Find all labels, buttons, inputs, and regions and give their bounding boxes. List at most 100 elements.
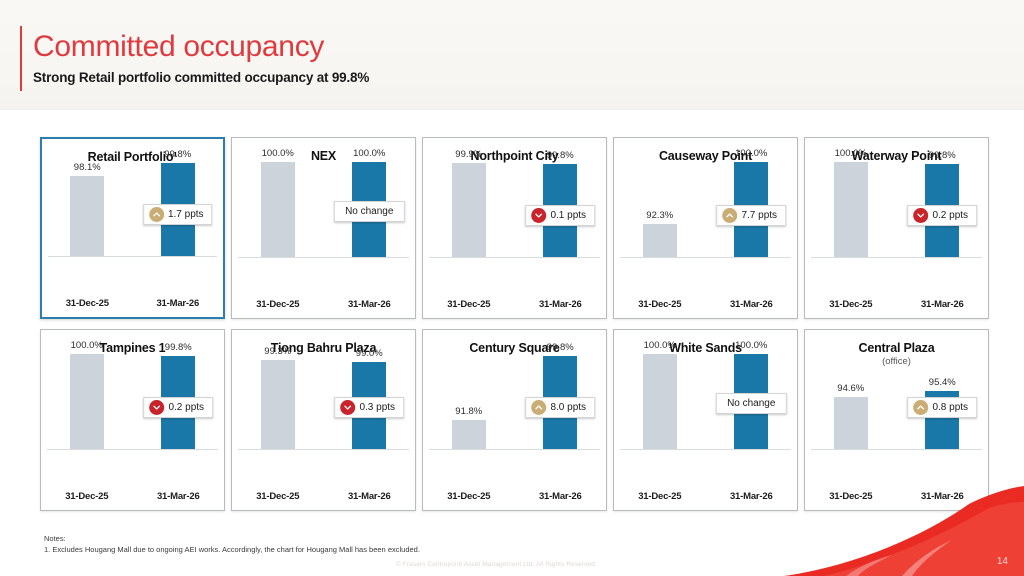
card-title: Tampines 1 bbox=[99, 341, 166, 355]
occupancy-card[interactable]: White Sands 100.0% 100.0% No change 31-Dec-2… bbox=[613, 329, 798, 511]
current-value-label: 99.0% bbox=[355, 348, 383, 359]
x-tick-prior: 31-Dec-25 bbox=[829, 491, 873, 502]
axis-baseline bbox=[811, 257, 982, 258]
prior-value-label: 99.9% bbox=[455, 149, 483, 160]
occupancy-card[interactable]: Causeway Point 92.3% 100.0% 7.7 ppts 31-Dec-… bbox=[613, 137, 798, 319]
bar-wrapper: 100.0% bbox=[642, 340, 677, 450]
occupancy-card[interactable]: Northpoint City 99.9% 99.8% 0.1 ppts 31-Dec-… bbox=[422, 137, 607, 319]
x-axis-tick-row: 31-Dec-25 31-Mar-26 bbox=[423, 299, 606, 310]
delta-badge[interactable]: 0.1 ppts bbox=[525, 205, 596, 226]
bar-column: 100.0% bbox=[805, 148, 897, 288]
card-title: Central Plaza bbox=[858, 341, 935, 355]
axis-baseline bbox=[48, 256, 217, 257]
x-tick-prior: 31-Dec-25 bbox=[638, 491, 682, 502]
delta-badge[interactable]: 1.7 ppts bbox=[142, 204, 213, 225]
bar-column: 99.8% bbox=[897, 150, 989, 288]
bar-column: 100.0% bbox=[706, 340, 798, 480]
slide-header: Committed occupancy Strong Retail portfo… bbox=[0, 0, 1024, 110]
occupancy-card[interactable]: NEX 100.0% 100.0% No change 31-Dec-25 31-Mar-… bbox=[231, 137, 416, 319]
delta-label: 8.0 ppts bbox=[550, 402, 587, 413]
prior-value-label: 100.0% bbox=[261, 148, 294, 159]
delta-badge[interactable]: 0.2 ppts bbox=[143, 397, 214, 418]
prior-value-label: 100.0% bbox=[834, 148, 867, 159]
current-value-label: 100.0% bbox=[353, 148, 386, 159]
bar-column: 92.3% bbox=[614, 172, 706, 288]
x-tick-current: 31-Mar-26 bbox=[920, 491, 964, 502]
card-plot-area: 100.0% 99.8% 0.2 ppts bbox=[805, 148, 989, 288]
axis-baseline bbox=[429, 257, 600, 258]
x-tick-prior: 31-Dec-25 bbox=[65, 491, 109, 502]
bar-wrapper: 91.8% bbox=[451, 406, 486, 450]
bar-column: 99.8% bbox=[133, 149, 224, 287]
occupancy-card[interactable]: Central Plaza (office) 94.6% 95.4% 0.8 ppts 3… bbox=[804, 329, 989, 511]
delta-badge[interactable]: 0.3 ppts bbox=[334, 397, 405, 418]
delta-badge[interactable]: 0.8 ppts bbox=[907, 397, 978, 418]
axis-baseline bbox=[620, 257, 791, 258]
occupancy-card[interactable]: Tampines 1 100.0% 99.8% 0.2 ppts 31-Dec-25 31… bbox=[40, 329, 225, 511]
delta-badge[interactable]: 0.2 ppts bbox=[907, 205, 978, 226]
bar-column: 99.0% bbox=[324, 348, 416, 480]
prior-period-bar[interactable] bbox=[69, 354, 104, 450]
axis-baseline bbox=[238, 449, 409, 450]
current-value-label: 99.8% bbox=[546, 342, 574, 353]
x-tick-current: 31-Mar-26 bbox=[920, 299, 964, 310]
delta-badge[interactable]: 7.7 ppts bbox=[716, 205, 787, 226]
bar-column: 99.9% bbox=[423, 149, 515, 288]
chevron-down-icon bbox=[913, 208, 929, 223]
prior-period-bar[interactable] bbox=[451, 420, 486, 450]
x-axis-tick-row: 31-Dec-25 31-Mar-26 bbox=[614, 299, 797, 310]
axis-baseline bbox=[47, 449, 218, 450]
x-tick-prior: 31-Dec-25 bbox=[447, 491, 491, 502]
card-title: Waterway Point bbox=[851, 149, 942, 163]
x-tick-current: 31-Mar-26 bbox=[156, 298, 200, 309]
delta-badge[interactable]: No change bbox=[334, 201, 405, 222]
card-title: Retail Portfolio¹ bbox=[87, 150, 178, 164]
chevron-up-icon bbox=[531, 400, 547, 415]
occupancy-card[interactable]: Retail Portfolio¹ 98.1% 99.8% 1.7 ppts 31-De… bbox=[40, 137, 225, 319]
prior-period-bar[interactable] bbox=[833, 162, 868, 258]
x-tick-prior: 31-Dec-25 bbox=[65, 298, 109, 309]
occupancy-card[interactable]: Tiong Bahru Plaza 99.3% 99.0% 0.3 ppts 31-De… bbox=[231, 329, 416, 511]
x-tick-prior: 31-Dec-25 bbox=[829, 299, 873, 310]
bar-column: 99.8% bbox=[515, 150, 607, 288]
prior-value-label: 92.3% bbox=[646, 210, 674, 221]
chevron-up-icon bbox=[722, 208, 738, 223]
card-plot-area: 100.0% 100.0% No change bbox=[232, 148, 416, 288]
corner-swoosh-decoration bbox=[784, 486, 1024, 576]
card-title: Century Square bbox=[469, 341, 560, 355]
bar-column: 91.8% bbox=[423, 364, 515, 480]
card-plot-area: 94.6% 95.4% 0.8 ppts bbox=[805, 375, 988, 480]
notes-block: Notes: 1. Excludes Hougang Mall due to o… bbox=[44, 533, 420, 556]
prior-period-bar[interactable] bbox=[642, 354, 677, 450]
prior-value-label: 91.8% bbox=[455, 406, 483, 417]
x-tick-current: 31-Mar-26 bbox=[729, 491, 773, 502]
delta-label: 0.2 ppts bbox=[168, 402, 205, 413]
x-axis-tick-row: 31-Dec-25 31-Mar-26 bbox=[41, 491, 224, 502]
delta-badge[interactable]: No change bbox=[716, 393, 787, 414]
copyright-text: © Frasers Centrepoint Asset Management L… bbox=[396, 561, 595, 568]
bar-column: 100.0% bbox=[41, 340, 133, 480]
prior-value-label: 94.6% bbox=[837, 383, 865, 394]
x-tick-prior: 31-Dec-25 bbox=[447, 299, 491, 310]
prior-period-bar[interactable] bbox=[70, 176, 105, 257]
delta-badge[interactable]: 8.0 ppts bbox=[525, 397, 596, 418]
delta-label: 0.2 ppts bbox=[932, 210, 969, 221]
x-tick-current: 31-Mar-26 bbox=[156, 491, 200, 502]
occupancy-card[interactable]: Century Square 91.8% 99.8% 8.0 ppts 31-Dec-2… bbox=[422, 329, 607, 511]
prior-period-bar[interactable] bbox=[260, 360, 295, 450]
card-plot-area: 92.3% 100.0% 7.7 ppts bbox=[614, 148, 797, 288]
bar-column: 100.0% bbox=[324, 148, 416, 288]
prior-period-bar[interactable] bbox=[642, 224, 677, 258]
chevron-up-icon bbox=[148, 207, 164, 222]
prior-period-bar[interactable] bbox=[451, 163, 486, 258]
chevron-down-icon bbox=[340, 400, 356, 415]
x-tick-current: 31-Mar-26 bbox=[347, 299, 391, 310]
prior-period-bar[interactable] bbox=[260, 162, 295, 258]
prior-value-label: 99.3% bbox=[264, 346, 292, 357]
current-value-label: 99.8% bbox=[546, 150, 574, 161]
occupancy-card[interactable]: Waterway Point 100.0% 99.8% 0.2 ppts 31-Dec-… bbox=[804, 137, 989, 319]
axis-baseline bbox=[620, 449, 791, 450]
page-subtitle: Strong Retail portfolio committed occupa… bbox=[33, 70, 370, 85]
prior-period-bar[interactable] bbox=[833, 397, 868, 450]
